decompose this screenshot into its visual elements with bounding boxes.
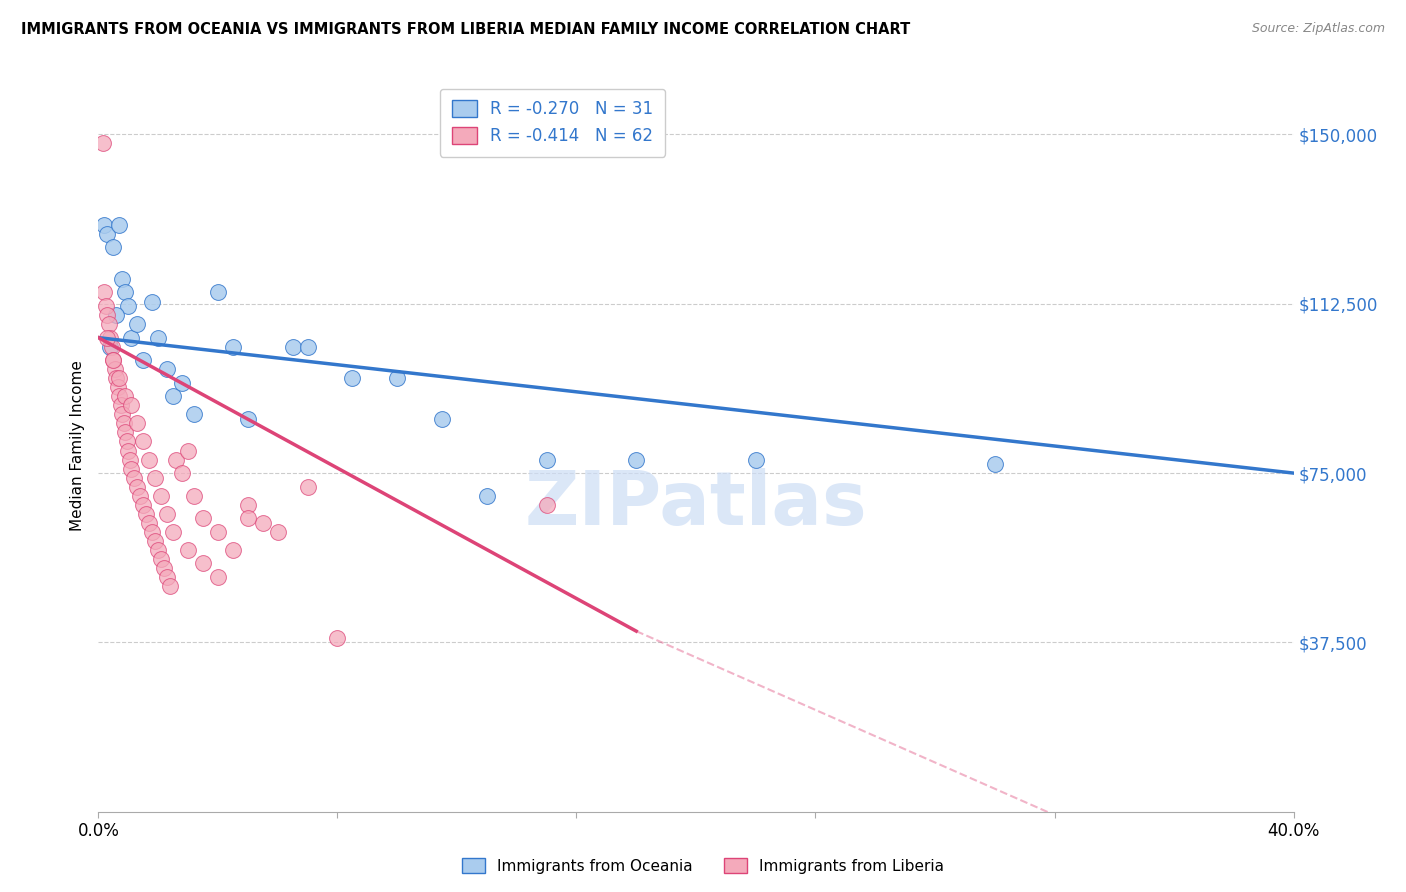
Point	[94, 299, 117, 313]
Point	[105, 308, 128, 322]
Point	[191, 511, 214, 525]
Point	[96, 227, 118, 241]
Point	[222, 340, 245, 354]
Point	[108, 371, 131, 385]
Point	[297, 480, 319, 494]
Point	[114, 425, 136, 440]
Point	[159, 579, 181, 593]
Point	[222, 542, 245, 557]
Point	[115, 434, 138, 449]
Point	[127, 317, 149, 331]
Point	[114, 285, 136, 300]
Point	[475, 489, 498, 503]
Point	[177, 443, 200, 458]
Point	[96, 331, 118, 345]
Point	[108, 389, 131, 403]
Point	[114, 389, 136, 403]
Point	[191, 557, 214, 571]
Point	[107, 380, 129, 394]
Point	[96, 308, 118, 322]
Point	[156, 507, 179, 521]
Point	[93, 218, 115, 232]
Point	[112, 417, 135, 431]
Point	[120, 331, 142, 345]
Point	[326, 631, 349, 645]
Point	[207, 285, 229, 300]
Point	[148, 542, 170, 557]
Point	[120, 461, 142, 475]
Point	[536, 498, 558, 512]
Point	[183, 408, 205, 422]
Point	[135, 507, 157, 521]
Point	[127, 417, 149, 431]
Point	[165, 452, 187, 467]
Point	[430, 412, 453, 426]
Point	[120, 398, 142, 412]
Point	[108, 218, 131, 232]
Point	[98, 340, 122, 354]
Point	[132, 434, 155, 449]
Point	[148, 331, 170, 345]
Point	[267, 524, 290, 539]
Point	[97, 317, 120, 331]
Point	[104, 362, 127, 376]
Point	[153, 561, 176, 575]
Point	[101, 340, 124, 354]
Point	[91, 136, 114, 151]
Point	[141, 524, 163, 539]
Point	[236, 412, 259, 426]
Point	[342, 371, 364, 385]
Point	[385, 371, 409, 385]
Point	[183, 489, 205, 503]
Point	[236, 511, 259, 525]
Text: IMMIGRANTS FROM OCEANIA VS IMMIGRANTS FROM LIBERIA MEDIAN FAMILY INCOME CORRELAT: IMMIGRANTS FROM OCEANIA VS IMMIGRANTS FR…	[21, 22, 910, 37]
Point	[162, 389, 184, 403]
Point	[207, 570, 229, 584]
Point	[536, 452, 558, 467]
Text: Source: ZipAtlas.com: Source: ZipAtlas.com	[1251, 22, 1385, 36]
Point	[143, 470, 166, 484]
Point	[150, 552, 173, 566]
Point	[281, 340, 304, 354]
Point	[626, 452, 648, 467]
Point	[105, 371, 128, 385]
Point	[236, 498, 259, 512]
Y-axis label: Median Family Income: Median Family Income	[69, 360, 84, 532]
Point	[93, 285, 115, 300]
Point	[297, 340, 319, 354]
Point	[132, 353, 155, 368]
Point	[117, 443, 139, 458]
Point	[103, 353, 125, 368]
Point	[138, 452, 160, 467]
Point	[172, 466, 194, 480]
Point	[207, 524, 229, 539]
Point	[143, 533, 166, 548]
Point	[156, 362, 179, 376]
Point	[129, 489, 152, 503]
Point	[150, 489, 173, 503]
Point	[103, 240, 125, 254]
Point	[177, 542, 200, 557]
Point	[156, 570, 179, 584]
Point	[162, 524, 184, 539]
Legend: R = -0.270   N = 31, R = -0.414   N = 62: R = -0.270 N = 31, R = -0.414 N = 62	[440, 88, 665, 157]
Point	[117, 299, 139, 313]
Point	[127, 480, 149, 494]
Point	[141, 294, 163, 309]
Point	[103, 353, 125, 368]
Point	[984, 457, 1007, 471]
Point	[745, 452, 768, 467]
Point	[252, 516, 274, 530]
Point	[118, 452, 141, 467]
Point	[111, 408, 134, 422]
Point	[132, 498, 155, 512]
Point	[138, 516, 160, 530]
Point	[124, 470, 146, 484]
Point	[111, 272, 134, 286]
Text: ZIPatlas: ZIPatlas	[524, 468, 868, 541]
Point	[172, 376, 194, 390]
Legend: Immigrants from Oceania, Immigrants from Liberia: Immigrants from Oceania, Immigrants from…	[456, 852, 950, 880]
Point	[110, 398, 132, 412]
Point	[98, 331, 122, 345]
